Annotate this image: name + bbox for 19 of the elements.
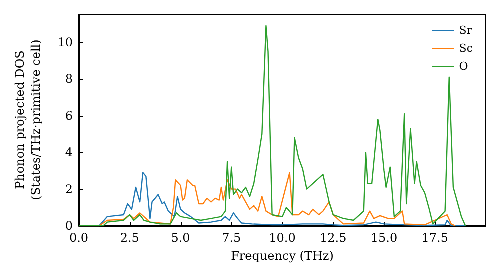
x-axis-title: Frequency (THz) (231, 249, 334, 263)
legend-label: Sc (459, 42, 474, 55)
x-tick-label: 17.5 (422, 231, 448, 245)
y-tick-label: 2 (65, 182, 73, 196)
legend-label: Sr (459, 24, 473, 37)
y-tick-label: 0 (65, 219, 73, 233)
x-tick-label: 0.0 (69, 231, 89, 245)
x-tick-label: 10.0 (269, 231, 296, 245)
x-tick-label: 15.0 (370, 231, 398, 245)
x-tick-label: 7.5 (222, 231, 242, 245)
x-tick-label: 12.5 (320, 231, 347, 245)
y-axis-title: Phonon projected DOS (States/THz·primitive cell) (13, 40, 43, 200)
y-tick-label: 6 (65, 108, 73, 123)
x-tick-label: 2.5 (120, 231, 140, 245)
y-tick-label: 8 (65, 72, 73, 86)
x-tick-label: 5.0 (171, 231, 190, 245)
y-tick-label: 10 (58, 36, 73, 50)
y-tick-label: 4 (65, 146, 74, 160)
legend-label: O (459, 60, 468, 73)
